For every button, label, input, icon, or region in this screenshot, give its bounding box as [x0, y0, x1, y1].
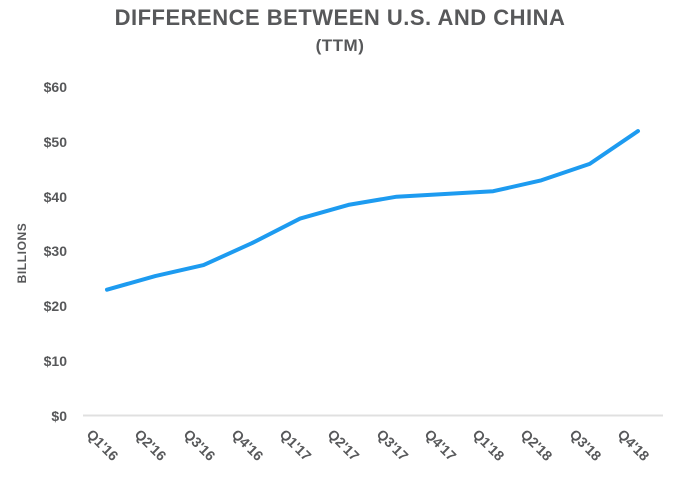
y-tick-label: $10: [43, 352, 67, 369]
y-tick-label: $40: [43, 188, 67, 205]
y-tick-label: $20: [43, 298, 67, 315]
y-tick-label: $60: [43, 79, 67, 96]
y-tick-label: $50: [43, 134, 67, 150]
y-tick-label: $30: [43, 243, 67, 260]
data-line: [105, 129, 640, 292]
chart-title: DIFFERENCE BETWEEN U.S. AND CHINA: [114, 5, 566, 30]
y-tick-label: $0: [51, 407, 67, 424]
chart-subtitle: (TTM): [315, 36, 365, 55]
